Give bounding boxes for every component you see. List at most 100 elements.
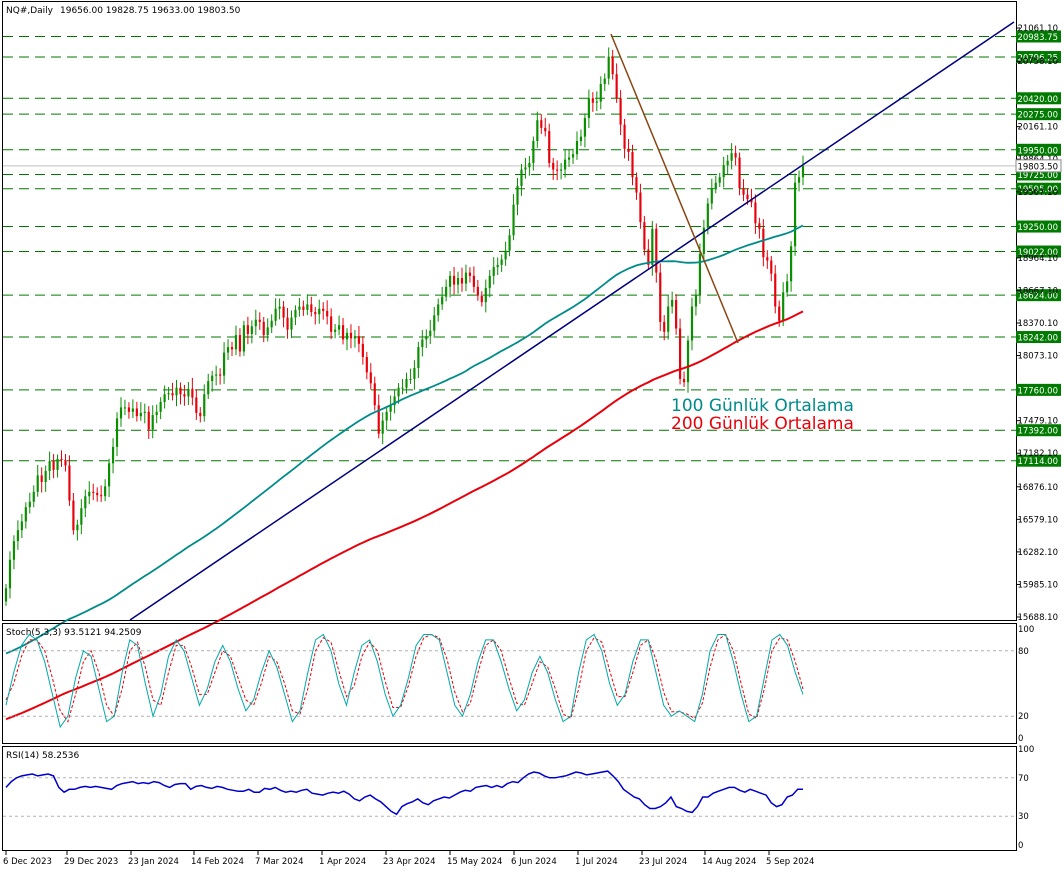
candle-body <box>302 306 305 310</box>
rsi-tick-label: 100 <box>1018 745 1034 755</box>
chart-ohlc: 19656.00 19828.75 19633.00 19803.50 <box>60 6 241 16</box>
candle-body <box>782 292 785 321</box>
candle-body <box>238 335 242 352</box>
candle-body <box>222 352 226 376</box>
candle-body <box>274 308 277 321</box>
candle-body <box>734 153 737 158</box>
candle-body <box>44 470 47 482</box>
candle-body <box>770 260 773 274</box>
candle-body <box>330 316 333 332</box>
uptrend-line <box>129 21 1015 621</box>
candle-body <box>786 281 789 293</box>
rsi-tick-label: 30 <box>1018 812 1029 822</box>
candle-body <box>774 273 777 307</box>
candle-body <box>758 223 761 229</box>
candle-body <box>100 495 103 497</box>
time-tick-label: 6 Dec 2023 <box>3 857 52 867</box>
candle-body <box>480 295 483 303</box>
candle-body <box>579 136 583 142</box>
candle-body <box>452 275 456 285</box>
candle-body <box>36 475 39 492</box>
level-label-box <box>1016 220 1061 233</box>
candle-body <box>718 177 721 183</box>
candle-body <box>456 278 460 285</box>
level-label-box <box>1016 245 1061 258</box>
candle-body <box>119 407 123 419</box>
candle-body <box>215 374 218 376</box>
candle-body <box>365 356 368 373</box>
candle-body <box>623 124 626 149</box>
candle-body <box>746 194 749 200</box>
candle-body <box>52 461 55 470</box>
candle-body <box>468 272 472 276</box>
candle-body <box>512 204 515 236</box>
price-panel: 20983.75 20796.25 20420.00 20275.00 19950.00… <box>2 1 1062 721</box>
stoch-tick-label: 80 <box>1018 647 1029 657</box>
candle-body <box>131 408 134 412</box>
candle-body <box>286 317 289 330</box>
candle-body <box>607 56 610 79</box>
candle-body <box>139 412 142 417</box>
candle-body <box>183 394 186 397</box>
candle-body <box>722 165 725 178</box>
stoch-panel-frame <box>2 623 1017 744</box>
candle-body <box>298 306 301 310</box>
candle-body <box>425 336 428 340</box>
candle-body <box>801 166 805 178</box>
level-label: 19950.00 <box>1017 146 1058 156</box>
level-label: 17760.00 <box>1017 386 1058 396</box>
candle-body <box>702 227 705 254</box>
candle-body <box>754 202 757 224</box>
price-tick-label: 15688.10 <box>1017 613 1058 623</box>
candle-body <box>460 278 464 284</box>
candle-body <box>575 141 579 155</box>
ma100-line <box>5 224 804 655</box>
candle-body <box>698 253 701 296</box>
candle-body <box>40 475 43 482</box>
candle-body <box>381 420 384 434</box>
candle-body <box>123 407 127 409</box>
candle-body <box>80 508 83 525</box>
candle-body <box>48 461 51 471</box>
candle-body <box>24 507 27 522</box>
candle-body <box>540 120 543 128</box>
candle-body <box>690 306 694 341</box>
candle-body <box>504 250 507 260</box>
candle-body <box>322 308 325 311</box>
ma200-annotation: 200 Günlük Ortalama <box>671 414 854 434</box>
stoch-main-line <box>5 633 804 729</box>
level-label: 17114.00 <box>1017 457 1058 467</box>
candle-body <box>88 491 91 497</box>
rsi-tick-label: 70 <box>1018 774 1029 784</box>
level-label-box <box>1016 108 1061 121</box>
candle-body <box>671 299 674 307</box>
level-label: 19022.00 <box>1017 248 1058 258</box>
candle-body <box>28 501 31 508</box>
candle-body <box>417 347 420 368</box>
candle-body <box>587 98 590 119</box>
ma200-line <box>5 310 804 721</box>
level-label: 18624.00 <box>1017 292 1058 302</box>
level-label: 18242.00 <box>1017 334 1058 344</box>
level-label-box <box>1016 143 1061 156</box>
level-label: 20983.75 <box>1017 33 1058 43</box>
candle-body <box>258 319 261 322</box>
candle-body <box>270 320 273 328</box>
candle-body <box>64 460 67 466</box>
candle-body <box>651 228 654 265</box>
candle-body <box>659 272 662 322</box>
price-tick-label: 16282.10 <box>1017 548 1058 558</box>
price-tick-label: 17479.10 <box>1017 417 1058 427</box>
candle-body <box>357 336 360 344</box>
current-price-label: 19803.50 <box>1017 162 1058 172</box>
candle-body <box>127 407 131 412</box>
candle-body <box>32 491 35 502</box>
candle-body <box>647 249 650 265</box>
candle-body <box>548 131 551 163</box>
candle-body <box>726 160 729 166</box>
candle-body <box>508 235 511 251</box>
candle-body <box>639 192 642 223</box>
candle-body <box>385 411 388 421</box>
candle-body <box>175 387 178 396</box>
